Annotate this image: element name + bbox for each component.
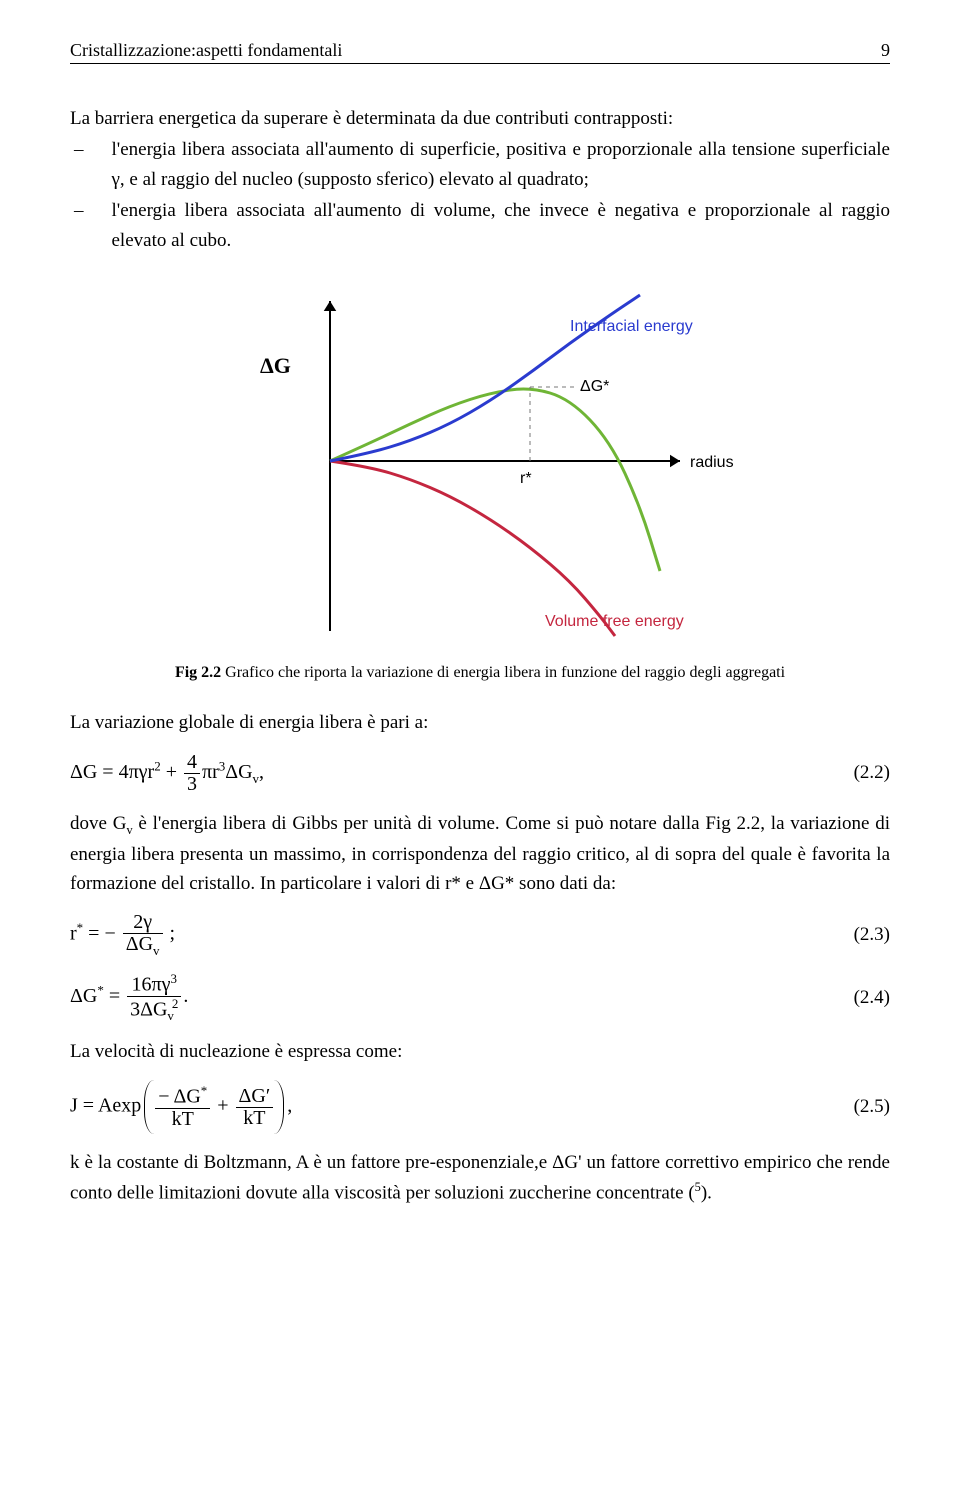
- figure-caption: Fig 2.2 Grafico che riporta la variazion…: [70, 664, 890, 682]
- text-after-eq22: dove Gv è l'energia libera di Gibbs per …: [70, 809, 890, 899]
- equation-2-4: ΔG* = 16πγ33ΔGv2. (2.4): [70, 972, 890, 1023]
- intro-paragraph: La barriera energetica da superare è det…: [70, 104, 890, 133]
- bullet-1-text: l'energia libera associata all'aumento d…: [112, 135, 891, 194]
- final-paragraph: k è la costante di Boltzmann, A è un fat…: [70, 1148, 890, 1207]
- text-before-eq22: La variazione globale di energia libera …: [70, 708, 890, 737]
- svg-text:ΔG: ΔG: [260, 353, 291, 378]
- svg-text:r*: r*: [520, 470, 532, 487]
- eq25-number: (2.5): [834, 1096, 890, 1118]
- bullet-dash-icon: –: [70, 135, 84, 194]
- nucleation-energy-chart: ΔG Interfacial energy Volume free energy ra…: [220, 281, 740, 641]
- svg-text:radius: radius: [690, 454, 734, 471]
- eq23-body: r* = − 2γΔGv ;: [70, 912, 834, 958]
- eq25-body: J = Aexp− ΔG*kT + ΔG′kT,: [70, 1080, 834, 1134]
- bullet-1: – l'energia libera associata all'aumento…: [70, 135, 890, 194]
- equation-2-5: J = Aexp− ΔG*kT + ΔG′kT, (2.5): [70, 1080, 890, 1134]
- bullet-2: – l'energia libera associata all'aumento…: [70, 196, 890, 255]
- figure-caption-text: Grafico che riporta la variazione di ene…: [221, 664, 785, 681]
- page-header: Cristallizzazione:aspetti fondamentali 9: [70, 40, 890, 64]
- page: Cristallizzazione:aspetti fondamentali 9…: [0, 0, 960, 1247]
- bullet-dash-icon: –: [70, 196, 84, 255]
- header-page-number: 9: [881, 40, 890, 61]
- eq22-number: (2.2): [834, 762, 890, 784]
- svg-text:Interfacial energy: Interfacial energy: [570, 318, 693, 335]
- eq23-number: (2.3): [834, 924, 890, 946]
- header-title: Cristallizzazione:aspetti fondamentali: [70, 40, 342, 61]
- eq24-number: (2.4): [834, 987, 890, 1009]
- svg-text:Volume free energy: Volume free energy: [545, 613, 684, 630]
- equation-2-2: ΔG = 4πγr2 + 43πr3ΔGv, (2.2): [70, 752, 890, 795]
- svg-text:ΔG*: ΔG*: [580, 378, 609, 395]
- bullet-2-text: l'energia libera associata all'aumento d…: [112, 196, 891, 255]
- text-nucleation: La velocità di nucleazione è espressa co…: [70, 1037, 890, 1066]
- eq22-body: ΔG = 4πγr2 + 43πr3ΔGv,: [70, 752, 834, 795]
- figure-caption-label: Fig 2.2: [175, 664, 221, 681]
- equation-2-3: r* = − 2γΔGv ; (2.3): [70, 912, 890, 958]
- figure-2-2: ΔG Interfacial energy Volume free energy ra…: [70, 281, 890, 646]
- eq24-body: ΔG* = 16πγ33ΔGv2.: [70, 972, 834, 1023]
